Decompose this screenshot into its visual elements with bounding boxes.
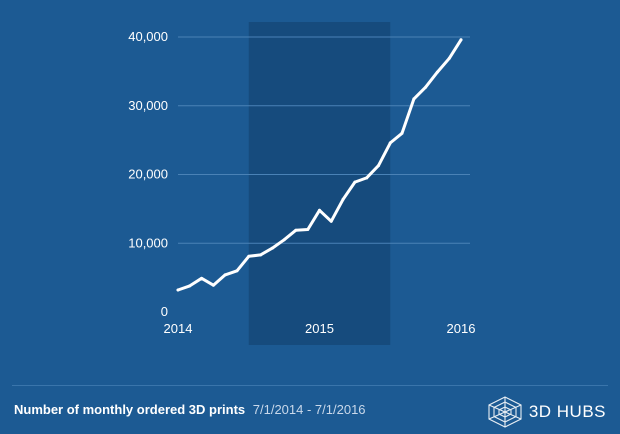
hubs-logo-icon	[488, 396, 522, 428]
y-tick-label-4: 40,000	[128, 29, 168, 44]
data-point	[447, 56, 451, 60]
data-point	[424, 85, 428, 89]
data-point	[435, 70, 439, 74]
data-point	[365, 176, 369, 180]
x-tick-label-0: 2014	[164, 321, 193, 336]
y-tick-label-2: 20,000	[128, 167, 168, 182]
data-point	[258, 253, 262, 257]
brand-logo: 3D HUBS	[487, 396, 606, 428]
chart-caption: Number of monthly ordered 3D prints 7/1/…	[14, 402, 366, 417]
data-point	[412, 97, 416, 101]
data-point	[318, 208, 321, 212]
y-tick-label-1: 10,000	[128, 235, 168, 250]
caption-date-range: 7/1/2014 - 7/1/2016	[252, 402, 366, 417]
highlight-band	[248, 22, 391, 345]
data-point	[270, 246, 274, 250]
y-tick-label-0: 0	[161, 304, 168, 319]
data-point	[329, 219, 333, 223]
data-point	[188, 284, 192, 288]
data-point	[341, 197, 345, 201]
data-point	[400, 131, 404, 135]
data-point	[388, 141, 392, 145]
data-point	[200, 276, 204, 280]
y-tick-label-3: 30,000	[128, 98, 168, 113]
line-chart: 0 10,000 20,000 30,000 40,000 2014 2015 2016	[128, 22, 476, 345]
data-point	[306, 228, 310, 231]
data-point	[235, 269, 239, 273]
x-tick-label-1: 2015	[305, 321, 334, 336]
data-point	[223, 273, 227, 277]
data-point	[211, 283, 215, 287]
caption-title: Number of monthly ordered 3D prints	[14, 402, 246, 417]
data-point	[294, 228, 298, 232]
data-point	[377, 164, 381, 168]
data-point	[247, 254, 251, 258]
brand-name: 3D HUBS	[528, 402, 606, 421]
data-point	[176, 288, 180, 292]
data-point	[282, 238, 286, 242]
footer-divider	[12, 385, 608, 386]
data-point	[459, 38, 463, 42]
data-point	[353, 180, 357, 184]
x-tick-label-2: 2016	[447, 321, 476, 336]
